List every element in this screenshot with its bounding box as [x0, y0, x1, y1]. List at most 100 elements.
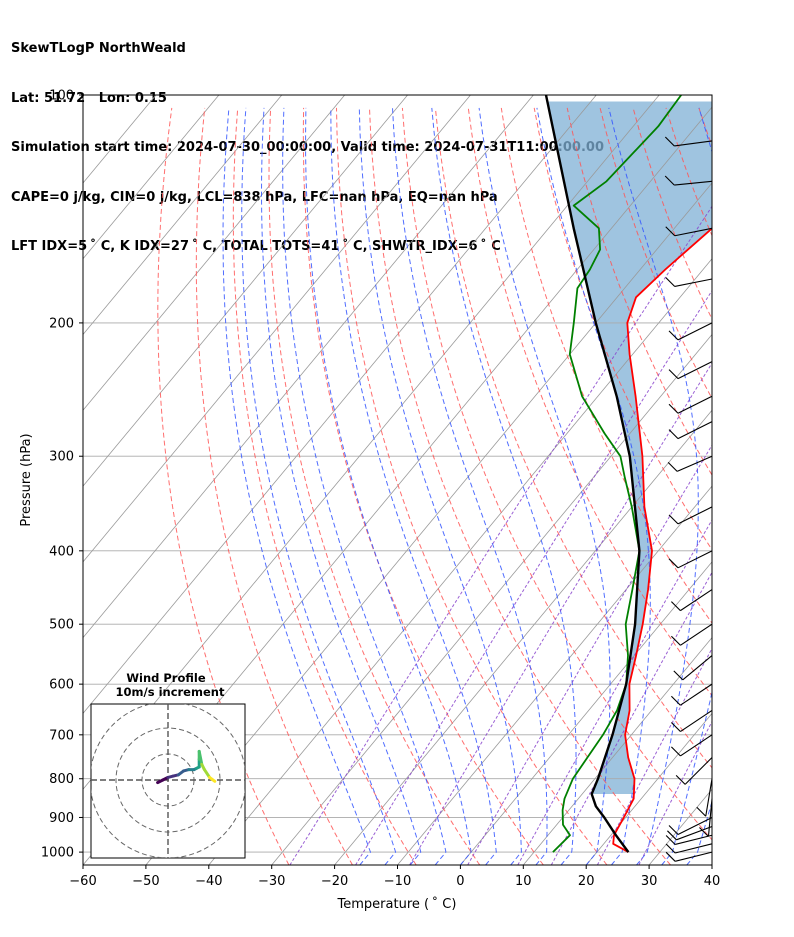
dry-adiabat-line	[195, 107, 353, 865]
x-tick-label: 40	[704, 874, 721, 889]
dry-adiabat-line	[157, 107, 290, 865]
wind-barb-flag	[667, 830, 677, 841]
wind-barb	[677, 506, 713, 525]
wind-barb-flag	[670, 722, 681, 732]
moist-adiabat-line	[358, 107, 522, 865]
x-tick-label: 10	[515, 874, 532, 889]
x-axis-label: Temperature ( ˚ C)	[337, 896, 457, 912]
y-tick-label: 900	[49, 811, 74, 826]
wind-barb	[677, 361, 713, 380]
wind-barb	[676, 825, 713, 841]
y-tick-label: 400	[49, 544, 74, 559]
moist-adiabat-line	[661, 107, 712, 865]
dry-adiabat-line	[268, 107, 481, 865]
moist-adiabat-line	[282, 107, 447, 865]
isotherm-line	[83, 95, 408, 487]
dewpoint-profile-line	[552, 95, 682, 853]
isotherm-line	[208, 258, 712, 865]
isotherm-line	[83, 95, 597, 715]
x-tick-label: 0	[456, 874, 464, 889]
dry-adiabat-line	[765, 108, 794, 865]
x-tick-label: 30	[641, 874, 658, 889]
moist-adiabat-line	[536, 107, 651, 865]
y-axis-label: Pressure (hPa)	[19, 433, 34, 526]
wind-barb	[674, 227, 713, 237]
hodograph-title: Wind Profile	[126, 671, 206, 685]
wind-barb	[677, 550, 713, 569]
dry-adiabat-line	[336, 107, 608, 865]
x-tick-label: −30	[258, 874, 285, 889]
temperature-profile-line	[612, 227, 712, 853]
isotherm-line	[397, 485, 712, 865]
hodograph-trace	[208, 775, 217, 783]
y-tick-label: 100	[49, 89, 74, 104]
moist-adiabat-line	[711, 864, 712, 865]
wind-barb-flag	[668, 369, 679, 380]
wind-barb	[674, 180, 713, 186]
y-tick-label: 700	[49, 728, 74, 743]
wind-barb-flag	[699, 827, 709, 837]
wind-barb-flag	[673, 670, 684, 681]
dry-adiabat-line	[467, 107, 712, 697]
x-tick-label: −40	[195, 874, 222, 889]
wind-barb	[674, 278, 713, 287]
dry-adiabat-line	[232, 107, 417, 865]
wind-barb-flag	[668, 429, 679, 439]
x-tick-label: 20	[578, 874, 595, 889]
station-title: SkewTLogP NorthWeald	[11, 41, 186, 56]
x-tick-label: −60	[69, 874, 96, 889]
y-tick-label: 600	[49, 678, 74, 693]
mixing-ratio-line	[467, 444, 712, 865]
wind-barb	[680, 589, 713, 612]
isotherm-line	[83, 95, 471, 563]
moist-adiabat-line	[737, 108, 794, 865]
wind-barb-flag	[668, 514, 679, 525]
isotherm-line	[83, 95, 534, 639]
wind-barb	[674, 140, 713, 147]
dry-adiabat-line	[698, 107, 712, 148]
cin-shading	[547, 101, 712, 794]
mixing-ratio-line	[409, 362, 712, 865]
isotherm-line	[522, 637, 712, 865]
isotherm-line	[83, 95, 346, 411]
isotherm-line	[711, 864, 712, 865]
stability-indices-1: CAPE=0 j/kg, CIN=0 j/kg, LCL=838 hPa, LF…	[11, 189, 498, 205]
wind-barb	[675, 851, 713, 862]
wind-barb	[680, 623, 713, 646]
wind-barb	[707, 798, 713, 837]
moist-adiabat-line	[330, 107, 497, 865]
wind-barb	[675, 843, 713, 854]
mixing-ratio-line	[289, 205, 712, 865]
wind-barb	[680, 734, 713, 757]
isotherm-line	[460, 561, 712, 865]
y-tick-label: 1000	[41, 846, 74, 861]
hodograph-trace	[197, 749, 204, 766]
wind-barb	[680, 710, 713, 732]
isotherm-line	[334, 409, 712, 865]
hodograph-subtitle: 10m/s increment	[116, 685, 225, 699]
wind-barb	[677, 421, 713, 440]
wind-barb-flag	[665, 226, 676, 237]
y-tick-label: 800	[49, 772, 74, 787]
lat-lon: Lat: 51.72 Lon: 0.15	[11, 90, 167, 106]
wind-barb-flag	[668, 403, 679, 414]
wind-barb-flag	[664, 175, 675, 186]
moist-adiabat-line	[686, 799, 712, 865]
dry-adiabat-line	[566, 107, 712, 476]
wind-barb	[677, 395, 713, 414]
dry-adiabat-line	[732, 108, 794, 865]
wind-barb-flag	[667, 461, 678, 472]
isotherm-line	[83, 95, 283, 336]
wind-barb-flag	[665, 277, 676, 287]
dry-adiabat-line	[434, 107, 712, 769]
moist-adiabat-line	[478, 107, 611, 865]
wind-barb	[675, 834, 713, 845]
wind-barb	[684, 757, 713, 785]
y-tick-label: 300	[49, 450, 74, 465]
wind-barb-flag	[696, 806, 707, 817]
wind-barb	[677, 322, 713, 341]
mixing-ratio-line	[596, 647, 712, 865]
wind-barb-flag	[668, 825, 679, 835]
y-tick-label: 200	[49, 316, 74, 331]
